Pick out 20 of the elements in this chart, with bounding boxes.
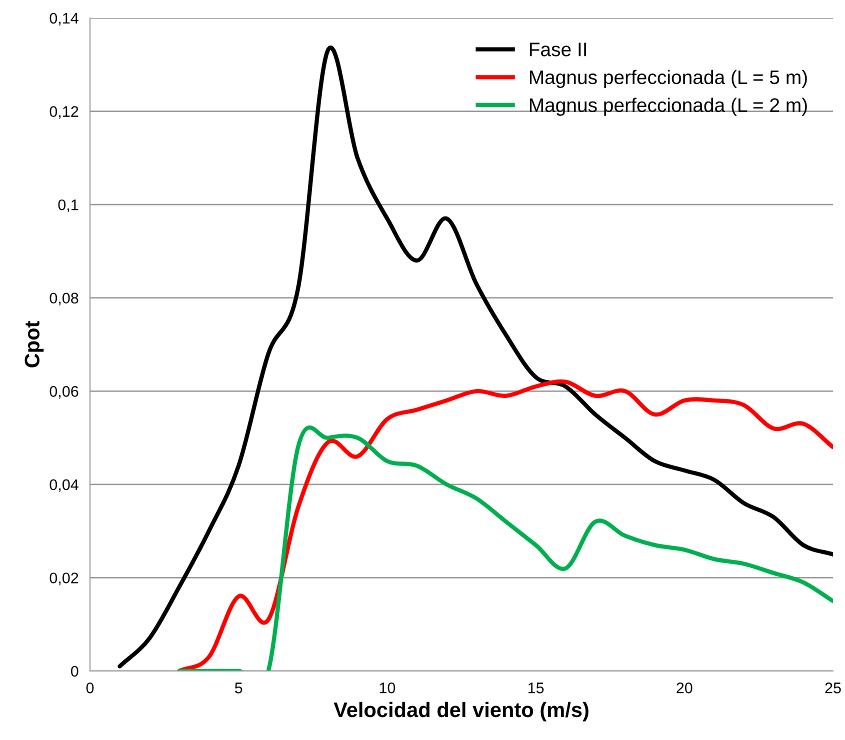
x-tick-label: 20 [676,682,692,694]
x-axis-title: Velocidad del viento (m/s) [334,702,588,722]
x-tick-label: 0 [86,682,94,694]
x-tick-label: 15 [528,682,544,694]
legend-label: Magnus perfeccionada (L = 2 m) [530,98,807,116]
line-series [177,379,833,671]
y-tick-label: 0,1 [58,199,78,212]
legend-label: Fase II [530,42,586,56]
y-axis-title: Cpot [24,321,44,368]
y-tick-label: 0,06 [50,386,78,399]
legend-label: Magnus perfeccionada (L = 5 m) [530,70,807,88]
y-tick-label: 0 [70,666,78,677]
y-tick-label: 0,14 [50,12,78,26]
x-tick-label: 10 [380,682,396,694]
x-tick-label: 5 [234,682,242,694]
y-tick-label: 0,04 [50,479,78,492]
x-tick-label: 25 [825,682,841,694]
y-tick-label: 0,02 [50,572,78,586]
y-tick-label: 0,08 [50,292,78,306]
y-tick-label: 0,12 [50,106,78,119]
